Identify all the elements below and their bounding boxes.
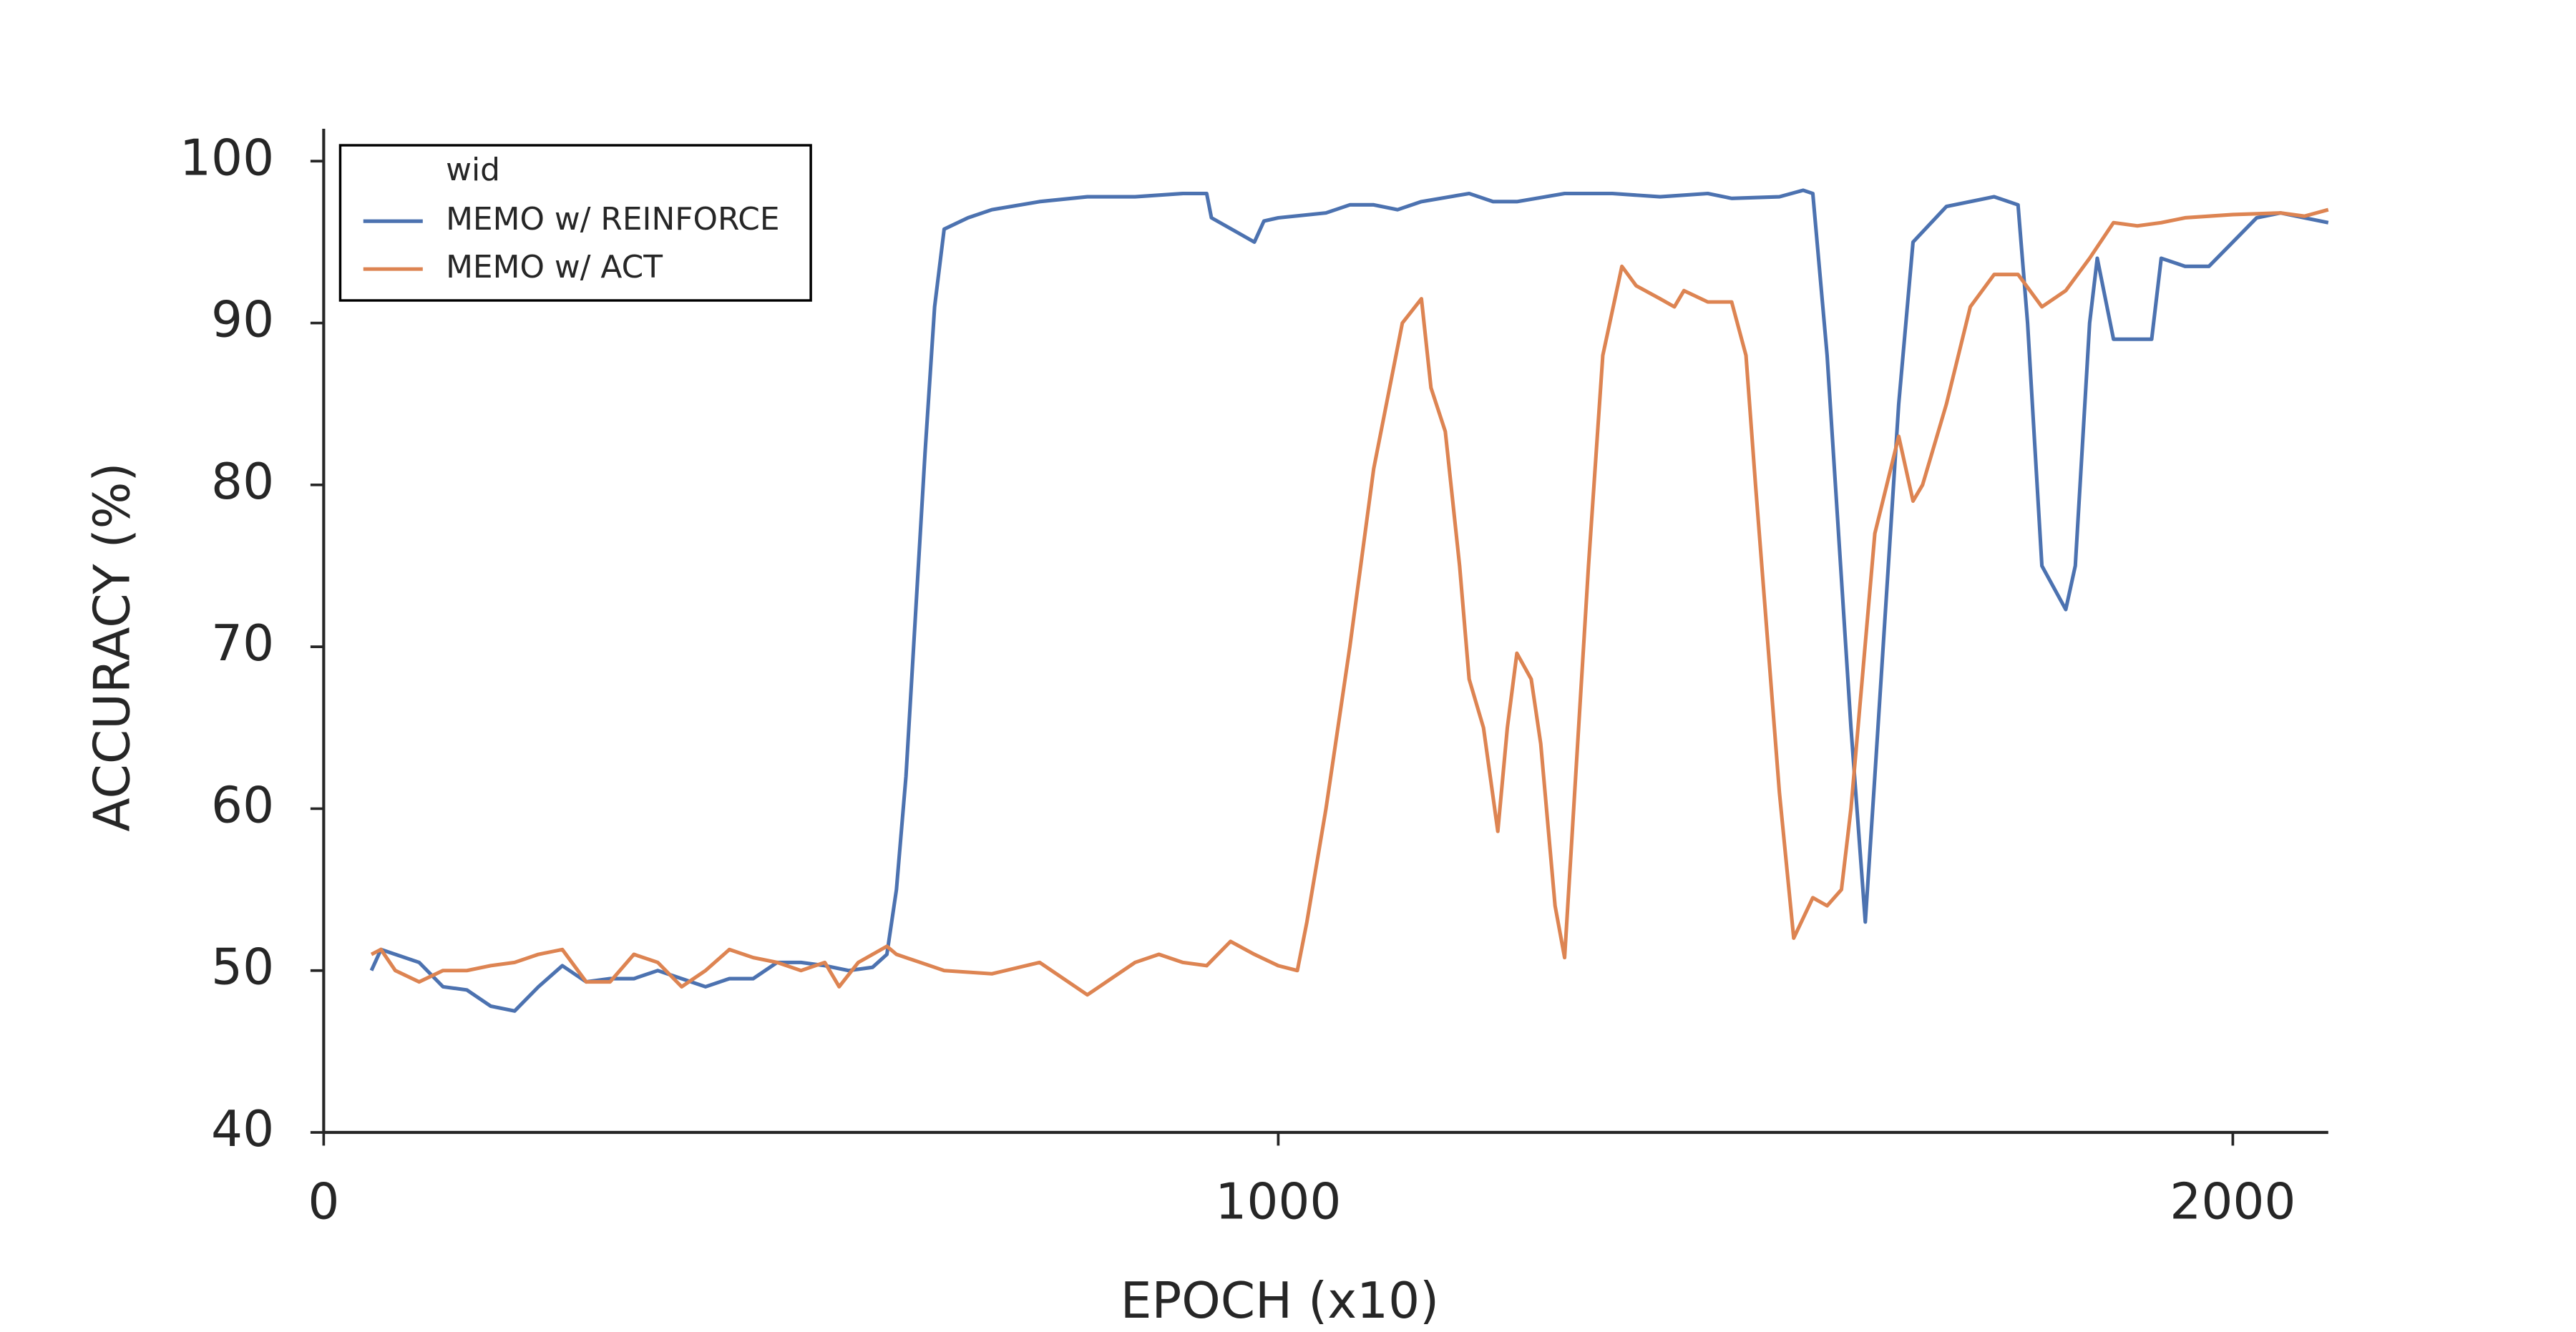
x-axis-label: EPOCH (x10) <box>1121 1273 1439 1330</box>
y-tick-label: 40 <box>211 1101 274 1158</box>
y-tick-label: 80 <box>211 454 274 511</box>
y-tick-label: 100 <box>180 129 274 187</box>
legend-label: MEMO w/ REINFORCE <box>446 201 779 237</box>
y-tick-label: 60 <box>211 777 274 834</box>
y-tick-label: 50 <box>211 939 274 996</box>
y-tick-label: 90 <box>211 292 274 349</box>
legend-label: MEMO w/ ACT <box>446 249 663 285</box>
series-line <box>370 207 2329 997</box>
x-tick-label: 2000 <box>2170 1174 2296 1231</box>
x-tick-label: 0 <box>308 1174 339 1231</box>
y-axis-label: ACCURACY (%) <box>84 463 142 832</box>
y-tick-label: 70 <box>211 615 274 672</box>
x-tick-label: 1000 <box>1215 1174 1341 1231</box>
legend-title: wid <box>446 152 500 188</box>
series-line <box>369 188 2329 1013</box>
